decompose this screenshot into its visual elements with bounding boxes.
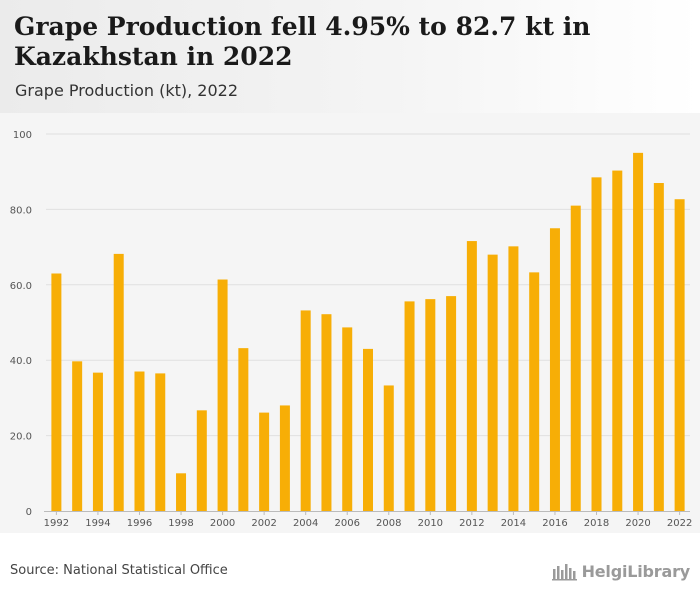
bar <box>446 296 457 511</box>
x-tick-label: 2002 <box>251 518 276 529</box>
x-tick-label: 2014 <box>501 518 526 529</box>
x-tick-label: 1992 <box>44 518 69 529</box>
x-tick-label: 2004 <box>293 518 318 529</box>
page-title: Grape Production fell 4.95% to 82.7 kt i… <box>14 12 591 71</box>
chart-subtitle: Grape Production (kt), 2022 <box>15 81 238 100</box>
bar <box>549 228 560 511</box>
library-logo-icon <box>551 561 578 581</box>
x-tick-label: 2006 <box>334 518 359 529</box>
bar <box>176 473 187 511</box>
bar <box>674 199 685 511</box>
bar <box>612 170 623 511</box>
y-tick-label: 0 <box>26 507 32 518</box>
bar <box>155 373 166 511</box>
x-tick-label: 2008 <box>376 518 401 529</box>
bar <box>279 405 290 511</box>
x-tick-label: 1998 <box>168 518 193 529</box>
bar <box>633 152 644 511</box>
y-tick-label: 40.0 <box>10 356 32 367</box>
bar <box>383 385 394 511</box>
bar <box>570 205 581 511</box>
bar <box>51 273 62 511</box>
bar <box>321 314 332 511</box>
bar <box>217 279 228 511</box>
brand-logo[interactable]: HelgiLibrary <box>551 561 691 581</box>
bar <box>259 412 270 511</box>
bar <box>134 371 145 511</box>
y-tick-label: 80.0 <box>10 205 32 216</box>
bar <box>653 183 664 511</box>
y-tick-label: 100 <box>13 130 32 141</box>
bar <box>342 327 353 511</box>
y-tick-label: 60.0 <box>10 281 32 292</box>
x-tick-label: 2020 <box>625 518 650 529</box>
bar <box>466 241 477 511</box>
bar <box>487 254 498 511</box>
bar <box>238 348 249 511</box>
bar-chart: 0 20.0 40.0 60.0 80.0 100 1992 1994 1996 1998 2000… <box>10 130 693 529</box>
bar <box>72 361 83 511</box>
footer <box>0 533 700 596</box>
x-tick-label: 2022 <box>667 518 692 529</box>
bar <box>591 177 602 511</box>
x-tick-label: 1994 <box>85 518 110 529</box>
x-tick-label: 2016 <box>542 518 567 529</box>
x-tick-label: 2010 <box>418 518 443 529</box>
brand-name: HelgiLibrary <box>581 561 691 581</box>
x-tick-label: 2012 <box>459 518 484 529</box>
source-note: Source: National Statistical Office <box>10 563 228 578</box>
y-tick-label: 20.0 <box>10 432 32 443</box>
bar <box>300 310 311 511</box>
x-tick-label: 1996 <box>127 518 152 529</box>
bar <box>196 410 207 511</box>
bar <box>363 348 373 511</box>
bar <box>113 253 124 512</box>
bar <box>529 272 540 511</box>
bar <box>92 372 103 511</box>
x-tick-label: 2000 <box>210 518 235 529</box>
bar <box>425 299 436 511</box>
x-tick-label: 2018 <box>584 518 609 529</box>
bar <box>404 301 415 511</box>
header: Grape Production fell 4.95% to 82.7 kt i… <box>0 0 700 113</box>
bar <box>508 246 519 511</box>
